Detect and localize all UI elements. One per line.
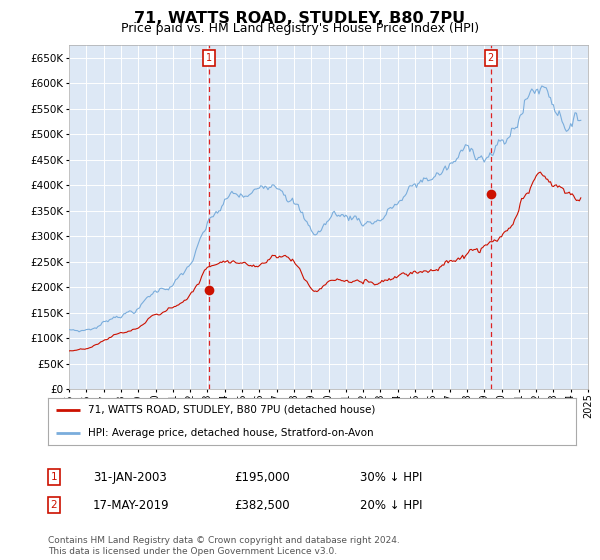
Text: 20% ↓ HPI: 20% ↓ HPI [360,498,422,512]
Text: 31-JAN-2003: 31-JAN-2003 [93,470,167,484]
Text: Contains HM Land Registry data © Crown copyright and database right 2024.
This d: Contains HM Land Registry data © Crown c… [48,536,400,556]
Text: 71, WATTS ROAD, STUDLEY, B80 7PU: 71, WATTS ROAD, STUDLEY, B80 7PU [134,11,466,26]
Text: 2: 2 [50,500,58,510]
Text: 1: 1 [206,53,212,63]
Text: Price paid vs. HM Land Registry's House Price Index (HPI): Price paid vs. HM Land Registry's House … [121,22,479,35]
Text: 71, WATTS ROAD, STUDLEY, B80 7PU (detached house): 71, WATTS ROAD, STUDLEY, B80 7PU (detach… [88,404,375,414]
Text: 17-MAY-2019: 17-MAY-2019 [93,498,170,512]
Text: 2: 2 [487,53,494,63]
Text: 30% ↓ HPI: 30% ↓ HPI [360,470,422,484]
Text: £195,000: £195,000 [234,470,290,484]
Text: £382,500: £382,500 [234,498,290,512]
Text: 1: 1 [50,472,58,482]
Text: HPI: Average price, detached house, Stratford-on-Avon: HPI: Average price, detached house, Stra… [88,428,373,438]
